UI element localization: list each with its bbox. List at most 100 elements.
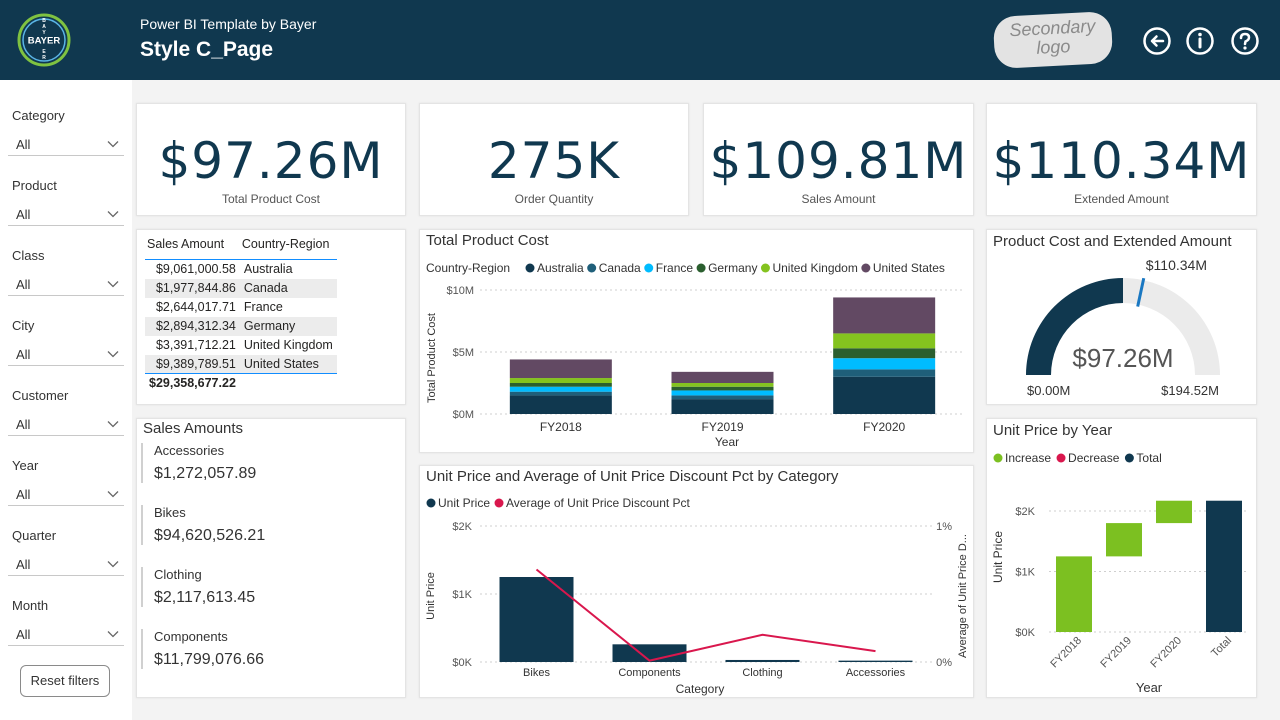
- x-tick-label: Components: [618, 667, 681, 679]
- y-axis-ticks: $0K $1K $2K: [1015, 506, 1035, 639]
- slicer-category-dropdown[interactable]: All: [8, 134, 124, 156]
- table-row[interactable]: $1,977,844.86 Canada: [145, 279, 337, 298]
- legend-label[interactable]: Average of Unit Price Discount Pct: [506, 496, 691, 510]
- table-row[interactable]: $2,644,017.71 France: [145, 298, 337, 317]
- slicer-product-label: Product: [12, 178, 57, 193]
- legend-label[interactable]: United Kingdom: [772, 261, 857, 275]
- legend-label[interactable]: Canada: [599, 261, 641, 275]
- bar-segment[interactable]: [833, 369, 935, 376]
- bar-segment[interactable]: [672, 399, 774, 414]
- waterfall-bar[interactable]: [1156, 501, 1192, 523]
- legend-label[interactable]: Decrease: [1068, 451, 1120, 465]
- y-axis-label: Unit Price: [991, 531, 1005, 583]
- bar-segment[interactable]: [510, 395, 612, 414]
- x-axis-label: Category: [676, 682, 725, 696]
- bar-segment[interactable]: [833, 333, 935, 348]
- cell-country: United Kingdom: [240, 336, 337, 355]
- legend-label[interactable]: Increase: [1005, 451, 1051, 465]
- x-tick-label: FY2018: [540, 420, 582, 434]
- legend-label[interactable]: Unit Price: [438, 496, 490, 510]
- table-row[interactable]: $9,389,789.51 United States: [145, 355, 337, 374]
- chart-legend: Unit Price Average of Unit Price Discount…: [427, 496, 691, 510]
- x-tick-label: Total: [1209, 635, 1234, 660]
- gauge-value-label: $97.26M: [1072, 343, 1173, 373]
- waterfall-bar[interactable]: [1206, 501, 1242, 632]
- slicer-class-dropdown[interactable]: All: [8, 274, 124, 296]
- slicer-year-dropdown[interactable]: All: [8, 484, 124, 506]
- sales-amount-item[interactable]: Bikes $94,620,526.21: [141, 505, 265, 545]
- legend-label[interactable]: Total: [1136, 451, 1161, 465]
- cell-sales-amount: $2,894,312.34: [145, 317, 240, 336]
- legend-label[interactable]: Germany: [708, 261, 757, 275]
- cell-sales-amount: $3,391,712.21: [145, 336, 240, 355]
- y-tick-label: $0K: [452, 657, 472, 669]
- bar-segment[interactable]: [510, 378, 612, 383]
- bar-segment[interactable]: [672, 383, 774, 387]
- table-row[interactable]: $9,061,000.58 Australia: [145, 260, 337, 279]
- secondary-y-axis-ticks: 0%1%: [936, 521, 952, 669]
- y-axis-ticks: $0M $5M $10M: [446, 285, 474, 421]
- secondary-y-axis-label: Average of Unit Price D...: [957, 534, 969, 658]
- bar-segment[interactable]: [510, 359, 612, 378]
- cell-country: Canada: [240, 279, 337, 298]
- bar[interactable]: [839, 661, 913, 662]
- legend-title: Country-Region: [426, 261, 510, 275]
- sales-amount-item[interactable]: Components $11,799,076.66: [141, 629, 264, 669]
- slicer-product-value: All: [16, 207, 30, 222]
- bar-segment[interactable]: [672, 387, 774, 391]
- column-header-country-region[interactable]: Country-Region: [240, 234, 337, 260]
- help-icon[interactable]: [1230, 26, 1260, 56]
- slicer-city-dropdown[interactable]: All: [8, 344, 124, 366]
- legend-marker: [861, 264, 870, 273]
- cell-sales-amount: $9,389,789.51: [145, 355, 240, 374]
- slicer-month-dropdown[interactable]: All: [8, 624, 124, 646]
- slicer-quarter-dropdown[interactable]: All: [8, 554, 124, 576]
- legend-label[interactable]: United States: [873, 261, 945, 275]
- bar-segment[interactable]: [672, 395, 774, 399]
- waterfall-bar[interactable]: [1056, 556, 1092, 632]
- bar-segment[interactable]: [833, 297, 935, 333]
- discount-pct-line[interactable]: [537, 570, 876, 661]
- bar[interactable]: [613, 644, 687, 662]
- bar-segment[interactable]: [833, 377, 935, 414]
- info-icon[interactable]: [1185, 26, 1215, 56]
- table-row[interactable]: $3,391,712.21 United Kingdom: [145, 336, 337, 355]
- bar-segment[interactable]: [510, 383, 612, 387]
- slicer-product-dropdown[interactable]: All: [8, 204, 124, 226]
- x-axis-ticks: FY2018 FY2019 FY2020 Total: [1048, 635, 1234, 671]
- slicer-category-label: Category: [12, 108, 65, 123]
- slicer-month-value: All: [16, 627, 30, 642]
- x-tick-label: FY2019: [1098, 635, 1134, 671]
- kpi-value: 275K: [420, 132, 688, 190]
- y-tick-label: $10M: [446, 285, 474, 297]
- legend-label[interactable]: France: [656, 261, 694, 275]
- waterfall-bar[interactable]: [1106, 523, 1142, 556]
- report-subtitle: Power BI Template by Bayer: [140, 16, 316, 32]
- slicer-class-value: All: [16, 277, 30, 292]
- y-tick-label: $0M: [453, 409, 474, 421]
- bar-segment[interactable]: [833, 358, 935, 369]
- legend-label[interactable]: Australia: [537, 261, 584, 275]
- bar-segment[interactable]: [672, 390, 774, 395]
- bar[interactable]: [726, 660, 800, 662]
- cell-country: France: [240, 298, 337, 317]
- bar-segment[interactable]: [672, 372, 774, 383]
- chevron-down-icon: [106, 347, 120, 361]
- y-tick-label: $1K: [1015, 567, 1035, 579]
- sales-amount-item[interactable]: Accessories $1,272,057.89: [141, 443, 256, 483]
- y-axis-ticks: $0K $1K $2K: [452, 521, 472, 669]
- bar-segment[interactable]: [510, 392, 612, 396]
- secondary-logo: Secondary logo: [993, 11, 1114, 69]
- column-header-sales-amount[interactable]: Sales Amount: [145, 234, 240, 260]
- total-product-cost-chart: Total Product Cost Country-Region Austra…: [420, 230, 973, 452]
- slicer-customer-dropdown[interactable]: All: [8, 414, 124, 436]
- sales-amount-value: $2,117,613.45: [154, 589, 255, 607]
- back-icon[interactable]: [1142, 26, 1172, 56]
- table-row[interactable]: $2,894,312.34 Germany: [145, 317, 337, 336]
- cell-sales-amount: $2,644,017.71: [145, 298, 240, 317]
- bar-segment[interactable]: [510, 387, 612, 392]
- slicer-quarter-value: All: [16, 557, 30, 572]
- sales-amount-item[interactable]: Clothing $2,117,613.45: [141, 567, 255, 607]
- reset-filters-button[interactable]: Reset filters: [20, 665, 110, 697]
- bar-segment[interactable]: [833, 348, 935, 358]
